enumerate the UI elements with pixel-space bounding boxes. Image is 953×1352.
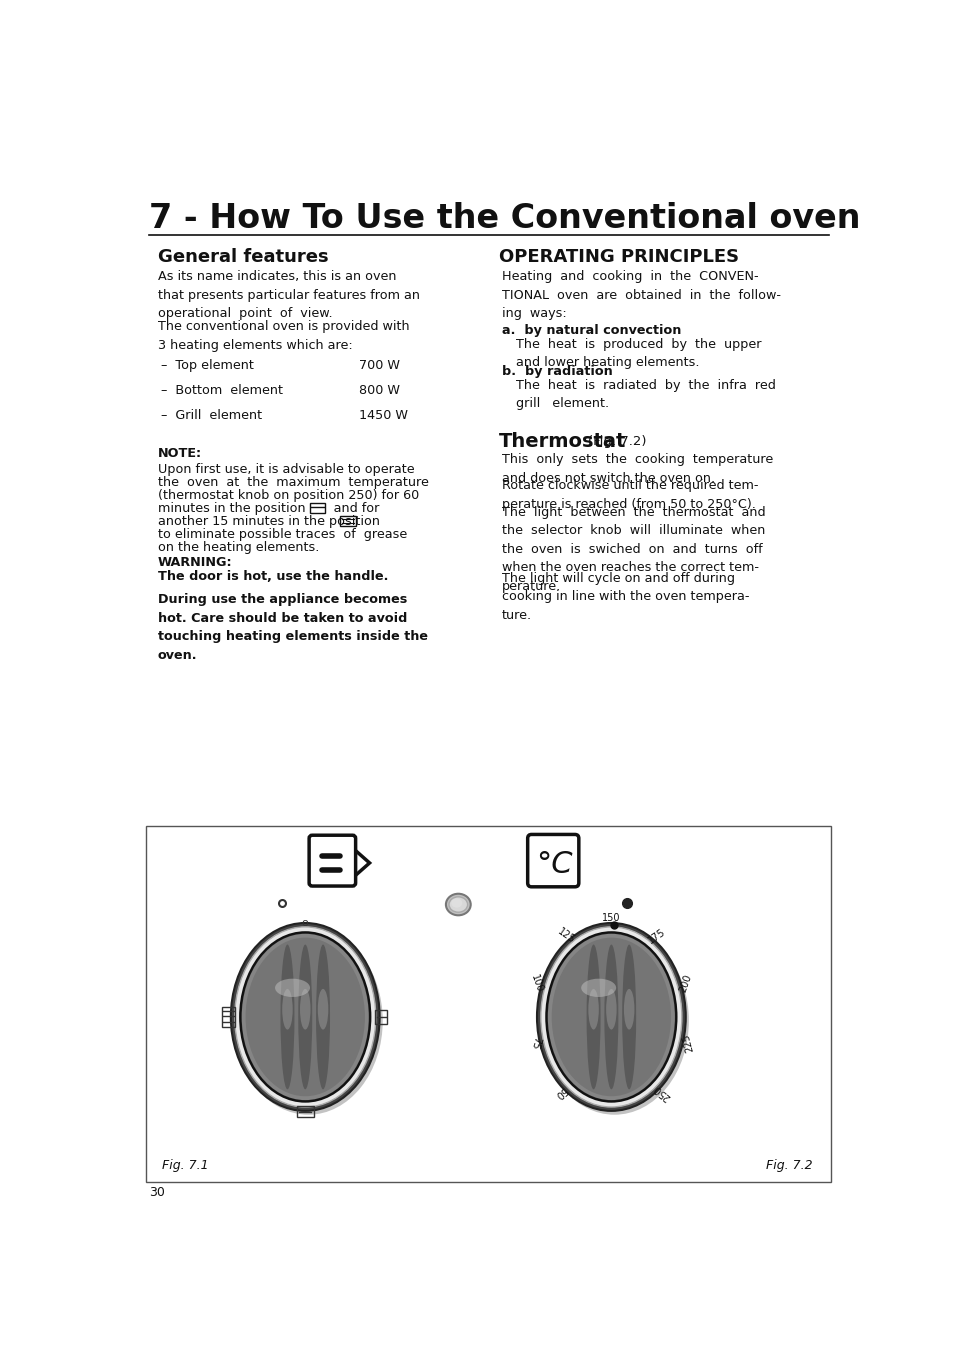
- Text: The light will cycle on and off during
cooking in line with the oven tempera-
tu: The light will cycle on and off during c…: [501, 572, 749, 622]
- Text: b.  by radiation: b. by radiation: [501, 365, 612, 377]
- Text: 175: 175: [645, 926, 666, 945]
- Text: Rotate clockwise until the required tem-
perature is reached (from 50 to 250°C).: Rotate clockwise until the required tem-…: [501, 480, 758, 511]
- Text: Fig. 7.1: Fig. 7.1: [162, 1160, 209, 1172]
- Ellipse shape: [233, 927, 382, 1115]
- Text: 800 W: 800 W: [359, 384, 400, 397]
- Text: The  heat  is  radiated  by  the  infra  red
grill   element.: The heat is radiated by the infra red gr…: [516, 379, 775, 410]
- Ellipse shape: [539, 927, 688, 1115]
- Ellipse shape: [241, 934, 369, 1101]
- Ellipse shape: [280, 945, 294, 1090]
- Ellipse shape: [445, 894, 470, 915]
- Text: the  oven  at  the  maximum  temperature: the oven at the maximum temperature: [158, 476, 429, 488]
- Text: –  Top element: – Top element: [161, 358, 253, 372]
- Ellipse shape: [621, 945, 636, 1090]
- Ellipse shape: [547, 934, 674, 1101]
- Ellipse shape: [537, 923, 685, 1111]
- Ellipse shape: [580, 979, 616, 996]
- Text: (thermostat knob on position 250) for 60: (thermostat knob on position 250) for 60: [158, 488, 418, 502]
- Text: Fig. 7.2: Fig. 7.2: [765, 1160, 812, 1172]
- Text: –  Grill  element: – Grill element: [161, 410, 262, 422]
- Ellipse shape: [586, 945, 600, 1090]
- Ellipse shape: [451, 898, 461, 907]
- Ellipse shape: [605, 988, 616, 1030]
- Text: 150: 150: [601, 914, 620, 923]
- Text: o: o: [301, 918, 309, 927]
- Text: another 15 minutes in the position: another 15 minutes in the position: [158, 515, 379, 527]
- Text: During use the appliance becomes
hot. Care should be taken to avoid
touching hea: During use the appliance becomes hot. Ca…: [158, 594, 428, 662]
- Text: The  light  between  the  thermostat  and
the  selector  knob  will  illuminate : The light between the thermostat and the…: [501, 506, 765, 592]
- Ellipse shape: [540, 927, 681, 1107]
- Text: Heating  and  cooking  in  the  CONVEN-
TIONAL  oven  are  obtained  in  the  fo: Heating and cooking in the CONVEN- TIONA…: [501, 270, 781, 320]
- Text: WARNING:: WARNING:: [158, 557, 233, 569]
- Ellipse shape: [245, 938, 365, 1096]
- Text: °C: °C: [536, 850, 573, 879]
- Ellipse shape: [298, 945, 312, 1090]
- Text: a.  by natural convection: a. by natural convection: [501, 324, 680, 337]
- Text: 75: 75: [528, 1036, 541, 1049]
- Ellipse shape: [604, 945, 618, 1090]
- Text: 125: 125: [555, 926, 576, 945]
- Text: Upon first use, it is advisable to operate: Upon first use, it is advisable to opera…: [158, 462, 415, 476]
- FancyBboxPatch shape: [146, 826, 831, 1182]
- Ellipse shape: [551, 938, 670, 1096]
- Ellipse shape: [274, 979, 310, 996]
- Text: OPERATING PRINCIPLES: OPERATING PRINCIPLES: [498, 249, 739, 266]
- Text: Thermostat: Thermostat: [498, 431, 626, 450]
- Text: The  heat  is  produced  by  the  upper
and lower heating elements.: The heat is produced by the upper and lo…: [516, 338, 760, 369]
- Ellipse shape: [299, 988, 310, 1030]
- Text: 200: 200: [677, 973, 693, 994]
- Text: The door is hot, use the handle.: The door is hot, use the handle.: [158, 571, 388, 583]
- Ellipse shape: [282, 988, 293, 1030]
- Text: to eliminate possible traces  of  grease: to eliminate possible traces of grease: [158, 529, 407, 541]
- Text: 30: 30: [149, 1186, 165, 1199]
- Ellipse shape: [588, 988, 598, 1030]
- Text: 1450 W: 1450 W: [359, 410, 408, 422]
- Text: 225: 225: [679, 1032, 694, 1053]
- Text: The conventional oven is provided with
3 heating elements which are:: The conventional oven is provided with 3…: [158, 320, 409, 352]
- Ellipse shape: [234, 927, 375, 1107]
- Text: –  Bottom  element: – Bottom element: [161, 384, 283, 397]
- Text: (Fig. 7.2): (Fig. 7.2): [587, 435, 646, 448]
- Ellipse shape: [317, 988, 328, 1030]
- Text: 50: 50: [552, 1084, 568, 1101]
- Text: minutes in the position       and for: minutes in the position and for: [158, 502, 379, 515]
- Ellipse shape: [231, 923, 379, 1111]
- Text: 700 W: 700 W: [359, 358, 400, 372]
- Ellipse shape: [546, 933, 676, 1102]
- Text: on the heating elements.: on the heating elements.: [158, 541, 319, 554]
- Ellipse shape: [315, 945, 330, 1090]
- Text: This  only  sets  the  cooking  temperature
and does not switch the oven on.: This only sets the cooking temperature a…: [501, 453, 773, 485]
- Text: 7 - How To Use the Conventional oven: 7 - How To Use the Conventional oven: [149, 203, 860, 235]
- Ellipse shape: [449, 896, 467, 913]
- Text: NOTE:: NOTE:: [158, 448, 202, 460]
- Ellipse shape: [623, 988, 634, 1030]
- Text: As its name indicates, this is an oven
that presents particular features from an: As its name indicates, this is an oven t…: [158, 270, 419, 320]
- Ellipse shape: [240, 933, 370, 1102]
- Text: 100: 100: [529, 973, 544, 994]
- Text: 250: 250: [651, 1083, 672, 1102]
- Text: General features: General features: [158, 249, 328, 266]
